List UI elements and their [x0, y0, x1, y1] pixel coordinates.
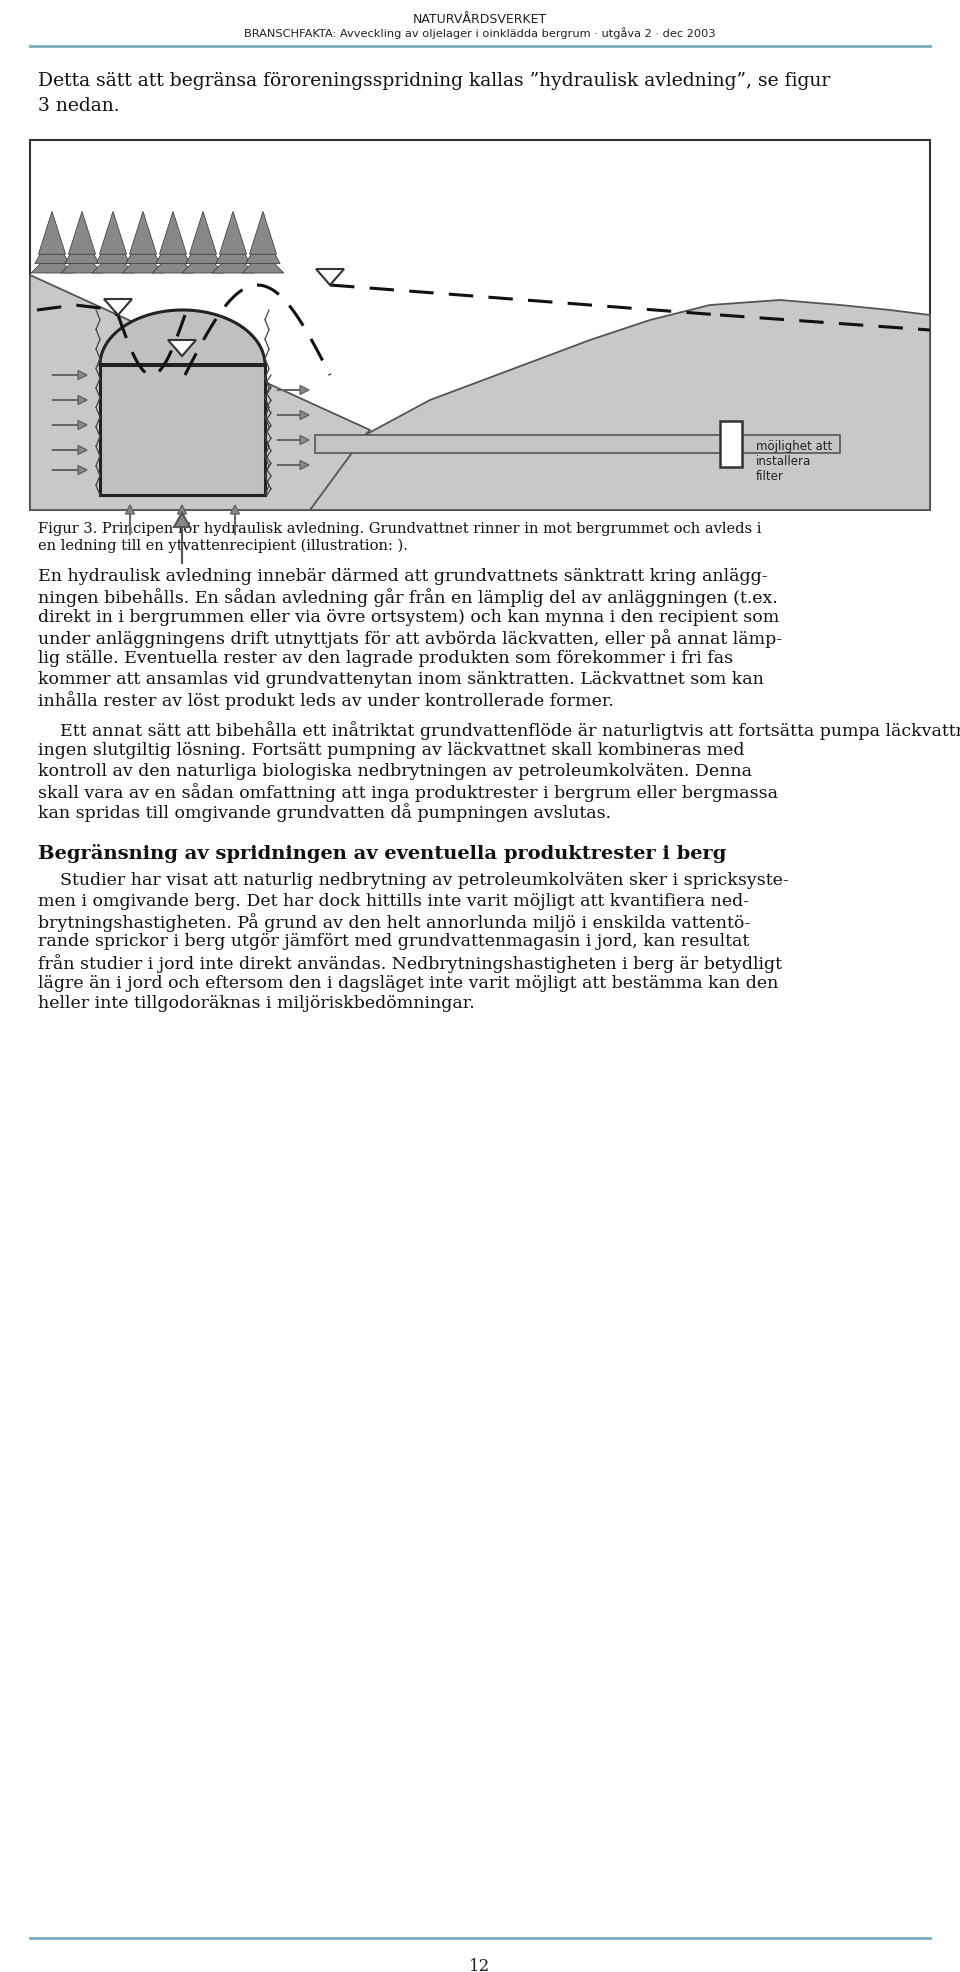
- Bar: [720, 420, 742, 467]
- Polygon shape: [159, 211, 186, 254]
- Polygon shape: [100, 310, 265, 365]
- Polygon shape: [156, 233, 190, 264]
- Text: 12: 12: [469, 1958, 491, 1972]
- Text: från studier i jord inte direkt användas. Nedbrytningshastigheten i berg är bety: från studier i jord inte direkt användas…: [38, 954, 782, 972]
- Text: brytningshastigheten. På grund av den helt annorlunda miljö i enskilda vattentö-: brytningshastigheten. På grund av den he…: [38, 913, 751, 933]
- Text: skall vara av en sådan omfattning att inga produktrester i bergrum eller bergmas: skall vara av en sådan omfattning att in…: [38, 783, 778, 803]
- Text: NATURVÅRDSVERKET: NATURVÅRDSVERKET: [413, 14, 547, 26]
- Polygon shape: [242, 252, 284, 272]
- Polygon shape: [35, 233, 69, 264]
- Text: men i omgivande berg. Det har dock hittills inte varit möjligt att kvantifiera n: men i omgivande berg. Det har dock hitti…: [38, 893, 749, 909]
- Text: Detta sätt att begränsa föroreningsspridning kallas ”hydraulisk avledning”, se f: Detta sätt att begränsa föroreningssprid…: [38, 73, 830, 91]
- Text: Ett annat sätt att bibehålla ett inåtriktat grundvattenflöde är naturligtvis att: Ett annat sätt att bibehålla ett inåtrik…: [38, 722, 960, 740]
- Polygon shape: [168, 339, 196, 357]
- Polygon shape: [212, 252, 253, 272]
- Text: möjlighet att
installera
filter: möjlighet att installera filter: [756, 440, 832, 483]
- Text: Studier har visat att naturlig nedbrytning av petroleumkolväten sker i spricksys: Studier har visat att naturlig nedbrytni…: [38, 872, 789, 889]
- Polygon shape: [61, 252, 103, 272]
- Text: ningen bibehålls. En sådan avledning går från en lämplig del av anläggningen (t.: ningen bibehålls. En sådan avledning går…: [38, 588, 778, 607]
- Polygon shape: [122, 252, 164, 272]
- Text: en ledning till en ytvattenrecipient (illustration: ).: en ledning till en ytvattenrecipient (il…: [38, 538, 408, 554]
- Polygon shape: [65, 233, 99, 264]
- FancyArrow shape: [52, 371, 87, 379]
- Polygon shape: [100, 211, 127, 254]
- FancyArrow shape: [52, 465, 87, 475]
- Polygon shape: [92, 252, 133, 272]
- Text: rande sprickor i berg utgör jämfört med grundvattenmagasin i jord, kan resultat: rande sprickor i berg utgör jämfört med …: [38, 933, 749, 951]
- FancyArrow shape: [178, 505, 186, 534]
- Text: lig ställe. Eventuella rester av den lagrade produkten som förekommer i fri fas: lig ställe. Eventuella rester av den lag…: [38, 651, 733, 667]
- Text: Figur 3. Principen för hydraulisk avledning. Grundvattnet rinner in mot bergrumm: Figur 3. Principen för hydraulisk avledn…: [38, 523, 761, 536]
- Polygon shape: [130, 211, 156, 254]
- FancyArrow shape: [174, 513, 190, 562]
- Text: kontroll av den naturliga biologiska nedbrytningen av petroleumkolväten. Denna: kontroll av den naturliga biologiska ned…: [38, 763, 752, 779]
- Polygon shape: [38, 211, 65, 254]
- Polygon shape: [182, 252, 224, 272]
- Polygon shape: [250, 211, 276, 254]
- Polygon shape: [68, 211, 96, 254]
- Text: 3 nedan.: 3 nedan.: [38, 97, 120, 114]
- Polygon shape: [246, 233, 280, 264]
- FancyArrow shape: [126, 505, 134, 534]
- Polygon shape: [96, 233, 131, 264]
- Text: direkt in i bergrummen eller via övre ortsystem) och kan mynna i den recipient s: direkt in i bergrummen eller via övre or…: [38, 609, 780, 625]
- Polygon shape: [152, 252, 194, 272]
- FancyArrow shape: [277, 385, 309, 394]
- FancyArrow shape: [230, 505, 239, 534]
- FancyArrow shape: [52, 420, 87, 430]
- FancyArrow shape: [52, 396, 87, 404]
- Text: heller inte tillgodoräknas i miljöriskbedömningar.: heller inte tillgodoräknas i miljöriskbe…: [38, 996, 475, 1012]
- Polygon shape: [220, 211, 247, 254]
- Bar: [30, 140, 930, 511]
- Text: En hydraulisk avledning innebär därmed att grundvattnets sänktratt kring anlägg-: En hydraulisk avledning innebär därmed a…: [38, 568, 768, 586]
- Bar: [315, 436, 840, 454]
- Polygon shape: [30, 300, 930, 511]
- Bar: [100, 365, 265, 495]
- Text: Begränsning av spridningen av eventuella produktrester i berg: Begränsning av spridningen av eventuella…: [38, 844, 727, 864]
- FancyArrow shape: [277, 410, 309, 420]
- Polygon shape: [186, 233, 220, 264]
- Polygon shape: [216, 233, 251, 264]
- Polygon shape: [104, 300, 132, 316]
- Text: kommer att ansamlas vid grundvattenytan inom sänktratten. Läckvattnet som kan: kommer att ansamlas vid grundvattenytan …: [38, 670, 764, 688]
- Polygon shape: [126, 233, 160, 264]
- Polygon shape: [316, 268, 344, 286]
- Text: lägre än i jord och eftersom den i dagsläget inte varit möjligt att bestämma kan: lägre än i jord och eftersom den i dagsl…: [38, 974, 779, 992]
- Polygon shape: [189, 211, 217, 254]
- Text: BRANSCHFAKTA: Avveckling av oljelager i oinklädda bergrum · utgåva 2 · dec 2003: BRANSCHFAKTA: Avveckling av oljelager i …: [244, 28, 716, 39]
- FancyArrow shape: [277, 461, 309, 469]
- Text: ingen slutgiltig lösning. Fortsätt pumpning av läckvattnet skall kombineras med: ingen slutgiltig lösning. Fortsätt pumpn…: [38, 741, 745, 759]
- Text: inhålla rester av löst produkt leds av under kontrollerade former.: inhålla rester av löst produkt leds av u…: [38, 690, 613, 710]
- Polygon shape: [30, 274, 370, 511]
- Polygon shape: [31, 252, 73, 272]
- Text: kan spridas till omgivande grundvatten då pumpningen avslutas.: kan spridas till omgivande grundvatten d…: [38, 803, 612, 822]
- FancyArrow shape: [277, 436, 309, 444]
- Text: under anläggningens drift utnyttjats för att avbörda läckvatten, eller på annat : under anläggningens drift utnyttjats för…: [38, 629, 782, 649]
- FancyArrow shape: [52, 446, 87, 454]
